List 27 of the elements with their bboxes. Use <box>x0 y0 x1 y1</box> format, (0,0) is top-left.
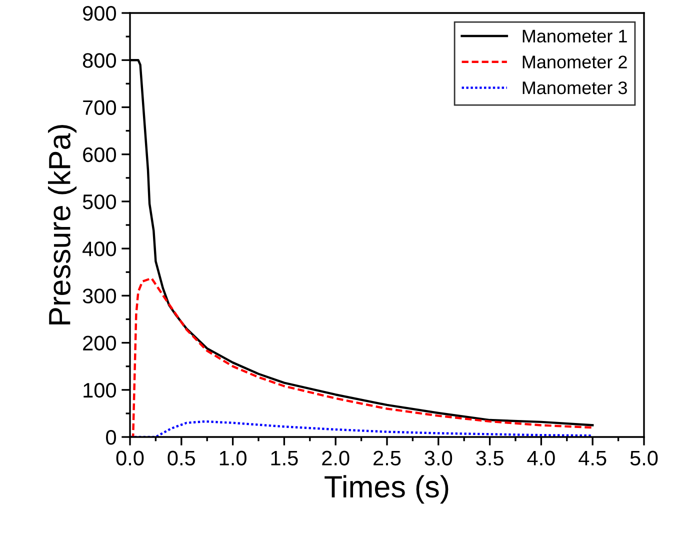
x-tick-label: 1.0 <box>220 450 246 466</box>
y-tick-label: 0 <box>106 430 116 445</box>
line-series <box>130 277 594 437</box>
x-tick-label: 2.0 <box>322 450 350 466</box>
x-tick-label: 0.0 <box>116 450 144 466</box>
y-tick-label: 800 <box>82 53 116 68</box>
legend-label: Manometer 3 <box>522 81 627 94</box>
y-tick-label: 100 <box>84 382 116 398</box>
x-tick-label: 0.5 <box>168 450 196 466</box>
x-tick-label: 2.5 <box>374 450 401 466</box>
legend-label: Manometer 1 <box>522 30 627 43</box>
y-tick-label: 200 <box>83 336 116 351</box>
legend-label: Manometer 2 <box>522 56 627 68</box>
y-tick-label: 600 <box>83 147 116 162</box>
x-tick-label: 5.0 <box>630 450 658 466</box>
x-tick-label: 1.5 <box>271 450 298 466</box>
x-tick-label: 4.5 <box>578 450 606 466</box>
x-axis-title: Times (s) <box>324 475 448 504</box>
y-tick-label: 300 <box>82 288 116 304</box>
y-tick-label: 700 <box>83 100 116 115</box>
y-tick-label: 900 <box>83 6 116 21</box>
x-tick-label: 3.5 <box>476 450 504 466</box>
y-axis-title: Pressure (kPa) <box>48 125 76 324</box>
y-tick-label: 500 <box>82 194 116 210</box>
x-tick-label: 4.0 <box>527 450 555 466</box>
y-tick-label: 400 <box>82 242 116 256</box>
x-tick-label: 3.0 <box>424 450 452 466</box>
